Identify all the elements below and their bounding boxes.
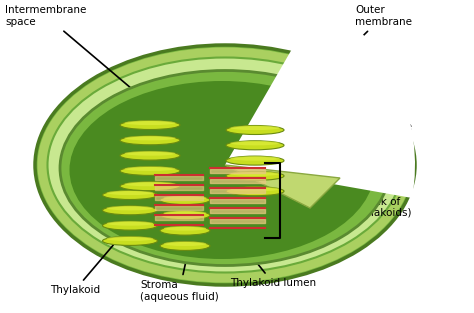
Text: Thylakoid lumen: Thylakoid lumen (230, 250, 316, 288)
Ellipse shape (37, 48, 412, 283)
Ellipse shape (230, 156, 280, 161)
Ellipse shape (125, 121, 175, 125)
Ellipse shape (164, 226, 206, 231)
Ellipse shape (226, 172, 284, 180)
Text: Granum
(stack of
thylakoids): Granum (stack of thylakoids) (285, 185, 412, 218)
Text: Stroma
(aqueous fluid): Stroma (aqueous fluid) (140, 255, 219, 302)
Ellipse shape (125, 167, 175, 171)
Ellipse shape (230, 187, 280, 191)
Ellipse shape (125, 151, 175, 156)
Ellipse shape (125, 136, 175, 141)
Text: Outer
membrane: Outer membrane (332, 5, 412, 66)
Ellipse shape (160, 241, 210, 250)
Ellipse shape (164, 242, 206, 246)
Ellipse shape (160, 196, 210, 204)
Ellipse shape (120, 182, 180, 191)
Ellipse shape (107, 237, 154, 241)
Ellipse shape (60, 70, 390, 265)
Ellipse shape (160, 211, 210, 220)
Text: Thylakoid: Thylakoid (50, 245, 113, 295)
Ellipse shape (125, 182, 175, 186)
Ellipse shape (107, 206, 154, 210)
Ellipse shape (120, 167, 180, 175)
Text: Inner
membrane: Inner membrane (338, 110, 412, 131)
Ellipse shape (164, 211, 206, 215)
Ellipse shape (102, 191, 157, 199)
Ellipse shape (47, 58, 402, 273)
Polygon shape (225, 165, 340, 208)
Wedge shape (225, 0, 415, 198)
Ellipse shape (107, 191, 154, 195)
Ellipse shape (102, 206, 157, 215)
Ellipse shape (120, 151, 180, 160)
Ellipse shape (160, 226, 210, 235)
Ellipse shape (230, 126, 280, 130)
Ellipse shape (230, 141, 280, 146)
Ellipse shape (164, 196, 206, 200)
Ellipse shape (102, 236, 157, 245)
Ellipse shape (35, 45, 415, 285)
Ellipse shape (102, 221, 157, 230)
Ellipse shape (230, 172, 280, 176)
Ellipse shape (226, 156, 284, 165)
Ellipse shape (120, 136, 180, 145)
Ellipse shape (226, 141, 284, 150)
Ellipse shape (120, 121, 180, 130)
Ellipse shape (70, 81, 374, 259)
Ellipse shape (226, 187, 284, 196)
Text: Intermembrane
space: Intermembrane space (5, 5, 143, 98)
Ellipse shape (226, 126, 284, 135)
Ellipse shape (107, 221, 154, 226)
